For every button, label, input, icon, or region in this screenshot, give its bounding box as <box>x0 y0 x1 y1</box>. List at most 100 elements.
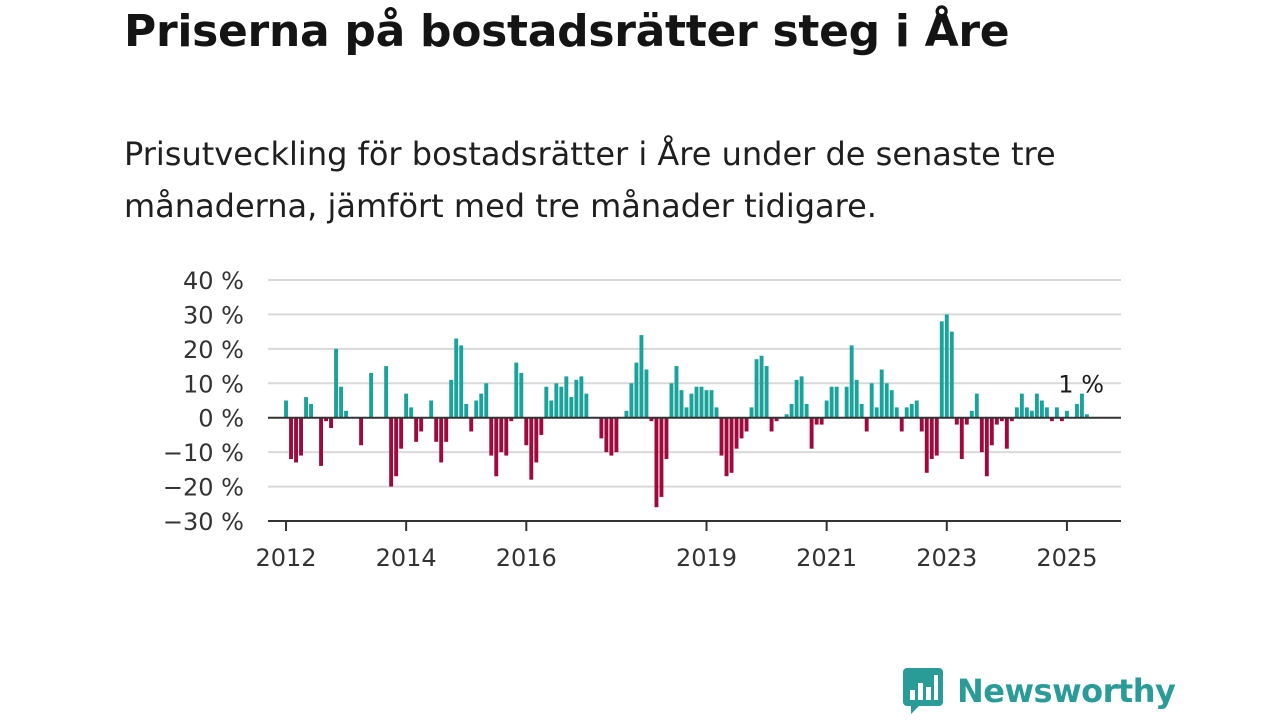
bar <box>884 383 889 418</box>
bar <box>559 386 564 418</box>
bar <box>469 417 474 432</box>
bar <box>989 417 994 446</box>
bar <box>294 417 298 463</box>
y-tick-label: 10 % <box>183 370 244 398</box>
bar <box>1064 410 1069 418</box>
bar <box>1019 393 1024 418</box>
bar <box>489 417 494 456</box>
bar <box>694 386 699 418</box>
bar <box>724 417 729 477</box>
bar <box>429 400 434 418</box>
bar <box>289 417 293 460</box>
bar <box>494 417 499 477</box>
bar <box>419 417 424 432</box>
bar <box>464 403 469 418</box>
bar <box>834 386 839 418</box>
bar <box>714 407 719 418</box>
bar <box>669 383 674 418</box>
bar <box>769 417 774 432</box>
bar <box>609 417 614 456</box>
bar <box>749 407 754 418</box>
bar <box>614 417 619 453</box>
bar <box>514 362 519 418</box>
x-axis: 2012 2014 2016 2019 2021 2023 2025 <box>255 521 1097 572</box>
bar <box>729 417 734 473</box>
brand-name: Newsworthy <box>957 672 1176 710</box>
bar <box>824 400 829 418</box>
bar <box>519 372 524 418</box>
bar <box>954 417 959 425</box>
bar <box>499 417 504 453</box>
x-tick-label: 2025 <box>1036 544 1097 572</box>
bar <box>1034 393 1039 418</box>
newsworthy-logo-icon <box>903 668 943 714</box>
bar <box>974 393 979 418</box>
bar <box>909 403 914 418</box>
bar <box>924 417 929 473</box>
x-tick-label: 2023 <box>916 544 977 572</box>
bar <box>1039 400 1044 418</box>
bar <box>979 417 984 453</box>
bar <box>939 321 944 418</box>
bar <box>564 376 569 418</box>
bar <box>444 417 449 442</box>
bar <box>789 403 794 418</box>
bar <box>999 417 1004 422</box>
bar <box>894 407 899 418</box>
x-tick-label: 2019 <box>676 544 737 572</box>
bar <box>329 417 334 429</box>
bar <box>649 417 654 422</box>
bar <box>914 400 919 418</box>
page-subtitle: Prisutveckling för bostadsrätter i Åre u… <box>124 135 1056 225</box>
last-value-annotation: 1 % <box>1058 370 1104 398</box>
bar <box>904 407 909 418</box>
brand-logo: Newsworthy <box>903 668 1176 714</box>
y-tick-label: 30 % <box>183 301 244 329</box>
y-tick-label: 0 % <box>198 405 244 433</box>
page-title: Priserna på bostadsrätter steg i Åre <box>124 6 1010 57</box>
bar <box>1054 407 1059 418</box>
bar <box>409 407 414 418</box>
bars <box>284 314 1089 508</box>
bar <box>719 417 724 456</box>
bar <box>524 417 529 446</box>
bar <box>534 417 539 463</box>
bar <box>849 345 854 418</box>
bar <box>654 417 659 508</box>
bar <box>449 379 454 418</box>
bar <box>674 366 679 418</box>
bar <box>459 345 464 418</box>
bar <box>414 417 419 442</box>
bar <box>709 390 714 418</box>
bar <box>634 362 639 418</box>
bar <box>819 417 824 425</box>
bar <box>949 331 954 418</box>
bar <box>1014 407 1019 418</box>
bar <box>569 397 574 418</box>
bar <box>579 376 584 418</box>
bar <box>344 410 349 418</box>
bar <box>299 417 303 456</box>
bar <box>369 372 374 418</box>
x-tick-label: 2012 <box>255 544 316 572</box>
bar <box>854 379 859 418</box>
bar <box>1009 417 1014 422</box>
bar <box>889 390 894 418</box>
bar <box>929 417 934 460</box>
bar <box>659 417 664 497</box>
x-tick-label: 2014 <box>376 544 437 572</box>
bar <box>439 417 444 463</box>
bar <box>539 417 544 435</box>
bar <box>1004 417 1009 449</box>
bar <box>864 417 869 432</box>
bar <box>1029 410 1034 418</box>
bar <box>784 414 789 418</box>
y-axis: 40 % 30 % 20 % 10 % 0 % −10 % −20 % −30 % <box>163 267 244 536</box>
bar <box>399 417 404 449</box>
bar <box>774 417 779 422</box>
bar <box>339 386 344 418</box>
x-tick-label: 2021 <box>796 544 857 572</box>
bar <box>434 417 439 442</box>
bar <box>984 417 989 477</box>
